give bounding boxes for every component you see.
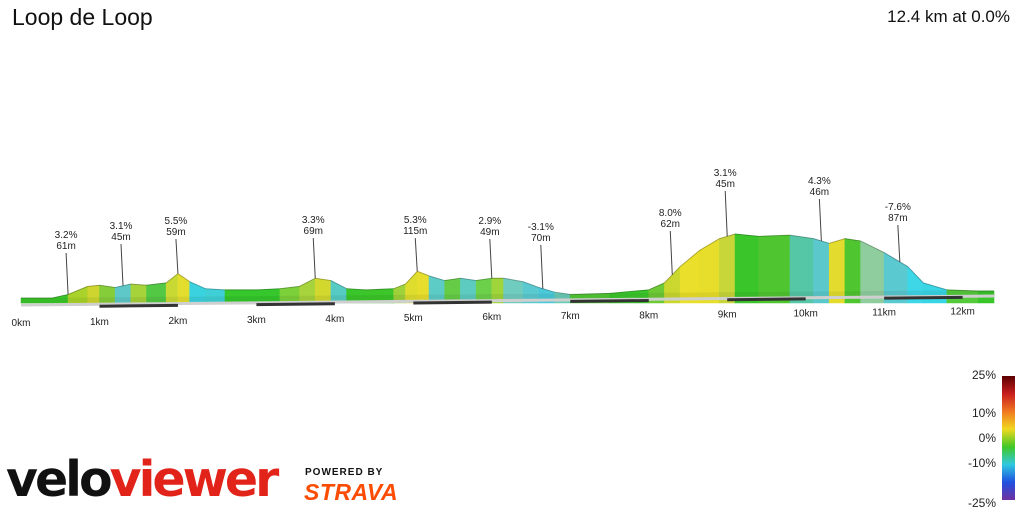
annotation-elevation: 61m <box>56 241 75 252</box>
km-bands <box>99 295 963 308</box>
legend-label: 0% <box>979 431 997 445</box>
annotation-leader <box>897 224 901 262</box>
x-tick-label: 10km <box>793 308 817 319</box>
legend-bar <box>1002 376 1015 500</box>
route-summary: 12.4 km at 0.0% <box>887 7 1010 26</box>
annotation-elevation: 45m <box>111 232 130 243</box>
x-tick-label: 4km <box>325 314 344 325</box>
climb-annotation: 3.1%45m <box>110 221 133 286</box>
climb-annotation: -3.1%70m <box>528 222 554 289</box>
strava-logo: STRAVA <box>304 479 399 505</box>
annotation-grade: -3.1% <box>528 222 554 233</box>
profile-outline <box>21 233 994 299</box>
annotation-grade: 3.1% <box>714 168 737 179</box>
climb-annotation: 8.0%62m <box>659 208 682 275</box>
annotation-grade: 5.5% <box>165 216 188 227</box>
veloviewer-logo: veloviewer <box>6 451 280 508</box>
km-band <box>884 295 963 300</box>
legend-label: -10% <box>968 456 996 470</box>
annotation-elevation: 70m <box>531 233 550 244</box>
annotation-grade: 3.2% <box>55 230 78 241</box>
annotation-grade: 3.3% <box>302 215 325 226</box>
climb-annotation: 3.2%61m <box>55 230 78 295</box>
logo-viewer: viewer <box>109 451 280 508</box>
x-tick-label: 5km <box>404 313 423 324</box>
annotation-leader <box>669 230 673 275</box>
annotation-elevation: 45m <box>715 179 734 190</box>
annotation-leader <box>818 198 822 242</box>
km-band <box>256 302 335 307</box>
profile-base <box>20 294 995 307</box>
km-band <box>99 303 178 308</box>
x-axis-ticks: 0km 1km 2km 3km 4km 5km 6km 7km 8km 9km 10km 11km 12… <box>12 306 975 329</box>
x-tick-label: 12km <box>950 306 974 317</box>
climb-annotation: 5.3%115m <box>403 215 427 272</box>
climb-annotation: -7.6%87m <box>885 202 911 262</box>
annotation-grade: -7.6% <box>885 202 911 213</box>
annotation-grade: 4.3% <box>808 176 831 187</box>
climb-annotation: 2.9%49m <box>478 216 501 279</box>
annotation-grade: 3.1% <box>110 221 133 232</box>
x-tick-label: 9km <box>718 309 737 320</box>
legend-label: 10% <box>972 406 996 420</box>
climb-annotation: 4.3%46m <box>808 176 831 242</box>
x-tick-label: 2km <box>168 316 187 327</box>
annotation-grade: 8.0% <box>659 208 682 219</box>
annotation-leader <box>489 238 493 279</box>
annotation-elevation: 46m <box>810 187 829 198</box>
powered-by-label: POWERED BY <box>305 467 384 478</box>
route-title: Loop de Loop <box>12 4 153 30</box>
annotation-elevation: 49m <box>480 227 499 238</box>
annotation-leader <box>65 252 69 295</box>
climb-annotation: 3.3%69m <box>302 215 325 279</box>
profile-area <box>20 233 995 307</box>
x-tick-label: 7km <box>561 311 580 322</box>
annotation-elevation: 115m <box>403 226 427 237</box>
km-band <box>413 300 492 305</box>
x-tick-label: 8km <box>639 310 658 321</box>
annotation-leader <box>120 243 124 286</box>
x-tick-label: 6km <box>482 312 501 323</box>
logo-velo: velo <box>6 451 113 508</box>
annotation-grade: 5.3% <box>404 215 427 226</box>
annotation-elevation: 59m <box>166 227 185 238</box>
x-tick-label: 0km <box>12 318 31 329</box>
annotation-grade: 2.9% <box>478 216 501 227</box>
climb-annotation: 3.1%45m <box>714 168 737 237</box>
profile-floor <box>21 290 994 303</box>
annotation-elevation: 62m <box>661 219 680 230</box>
climb-annotations: 3.2%61m3.1%45m5.5%59m3.3%69m5.3%115m2.9%… <box>55 168 911 295</box>
x-tick-label: 1km <box>90 317 109 328</box>
annotation-leader <box>312 237 316 279</box>
annotation-elevation: 69m <box>304 226 323 237</box>
annotation-leader <box>540 244 544 289</box>
legend-label: 25% <box>972 368 996 382</box>
x-tick-label: 11km <box>872 307 896 318</box>
annotation-leader <box>724 190 728 237</box>
annotation-elevation: 87m <box>888 213 907 224</box>
annotation-leader <box>175 238 179 274</box>
x-tick-label: 3km <box>247 315 266 326</box>
km-band <box>727 297 806 302</box>
km-band <box>570 299 649 303</box>
climb-annotation: 5.5%59m <box>165 216 188 274</box>
legend-label: -25% <box>968 496 996 510</box>
gradient-legend: 25% 10% 0% -10% -25% <box>968 368 1015 510</box>
annotation-leader <box>414 237 418 272</box>
